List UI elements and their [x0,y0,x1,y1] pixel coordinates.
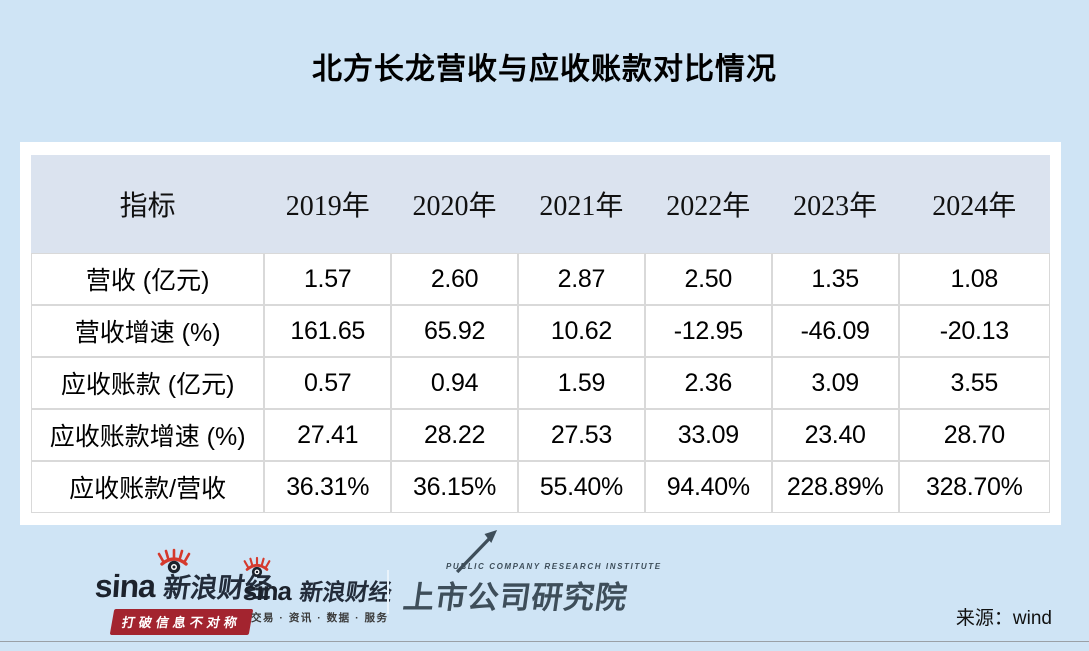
column-header-2024: 2024年 [898,155,1050,253]
table-cell: 0.57 [264,357,392,409]
table-row-receivables-growth: 应收账款增速 (%) 27.41 28.22 27.53 33.09 23.40… [31,409,1050,461]
table-cell: 161.65 [264,305,392,357]
footer-branding: sina 新浪财经 打破信息不对称 sina 新浪财经 交易 · 资讯 · 数据… [0,530,1089,635]
row-label: 应收账款 (亿元) [31,357,265,409]
column-header-indicator: 指标 [31,155,265,253]
row-label: 应收账款增速 (%) [31,409,265,461]
table-cell: 2.60 [391,253,518,305]
row-label: 营收增速 (%) [31,305,265,357]
table-cell: 36.15% [391,461,518,513]
research-institute-logo: PUBLIC COMPANY RESEARCH INSTITUTE 上市公司研究… [401,530,665,617]
data-source-note: 来源：wind [955,608,1052,629]
table-cell: 94.40% [644,461,772,513]
logo-divider [387,570,389,614]
row-label: 应收账款/营收 [31,461,265,513]
table-cell: 0.94 [391,357,518,409]
table-cell: 65.92 [391,305,518,357]
column-header-2020: 2020年 [391,155,518,253]
sina-slogan-badge: 打破信息不对称 [109,609,254,635]
column-header-2023: 2023年 [771,155,899,253]
table-row-revenue-growth: 营收增速 (%) 161.65 65.92 10.62 -12.95 -46.0… [31,305,1050,357]
table-cell: 328.70% [898,461,1050,513]
table-cell: 1.57 [264,253,392,305]
table-cell: 1.08 [898,253,1050,305]
sina-eye-icon [157,548,191,574]
sina-wordmark: sina [241,576,293,606]
table-cell: 2.50 [644,253,772,305]
table-cell: 10.62 [517,305,645,357]
table-cell: 28.22 [391,409,518,461]
revenue-receivables-table: 指标 2019年 2020年 2021年 2022年 2023年 2024年 营… [31,155,1050,513]
table-card: 指标 2019年 2020年 2021年 2022年 2023年 2024年 营… [20,142,1061,525]
table-cell: 33.09 [644,409,772,461]
table-cell: 1.59 [517,357,645,409]
column-header-2021: 2021年 [517,155,645,253]
table-row-receivables: 应收账款 (亿元) 0.57 0.94 1.59 2.36 3.09 3.55 [31,357,1050,409]
table-cell: 28.70 [898,409,1050,461]
table-cell: 2.87 [517,253,645,305]
table-cell: 27.53 [517,409,645,461]
arrow-icon [455,530,498,574]
research-institute-text: 上市公司研究院 [401,580,631,615]
table-cell: 36.31% [264,461,392,513]
table-cell: 228.89% [771,461,899,513]
table-cell: 2.36 [644,357,772,409]
table-cell: 27.41 [264,409,392,461]
bottom-divider-line [0,641,1089,642]
table-cell: 55.40% [517,461,645,513]
table-header-row: 指标 2019年 2020年 2021年 2022年 2023年 2024年 [31,155,1050,253]
table-row-receivables-to-revenue: 应收账款/营收 36.31% 36.15% 55.40% 94.40% 228.… [31,461,1050,513]
sina-finance-logo-secondary: sina 新浪财经 交易 · 资讯 · 数据 · 服务 [241,556,394,625]
sina-finance-logo-primary: sina 新浪财经 打破信息不对称 [93,548,274,635]
table-cell: -46.09 [771,305,899,357]
table-cell: 3.55 [898,357,1050,409]
column-header-2022: 2022年 [644,155,772,253]
table-cell: 3.09 [771,357,899,409]
sina-wordmark: sina [93,568,157,604]
column-header-2019: 2019年 [264,155,392,253]
table-cell: -20.13 [898,305,1050,357]
research-institute-name-en: PUBLIC COMPANY RESEARCH INSTITUTE [446,562,662,571]
table-cell: 23.40 [771,409,899,461]
sina-eye-icon [243,556,271,578]
sina-finance-name: 新浪财经 [297,579,394,605]
table-cell: -12.95 [644,305,772,357]
table-cell: 1.35 [771,253,899,305]
research-institute-name-cn: 上市公司研究院 [401,530,665,617]
page-title: 北方长龙营收与应收账款对比情况 [312,53,777,86]
row-label: 营收 (亿元) [31,253,265,305]
table-row-revenue: 营收 (亿元) 1.57 2.60 2.87 2.50 1.35 1.08 [31,253,1050,305]
sina-services-tagline: 交易 · 资讯 · 数据 · 服务 [251,612,389,624]
